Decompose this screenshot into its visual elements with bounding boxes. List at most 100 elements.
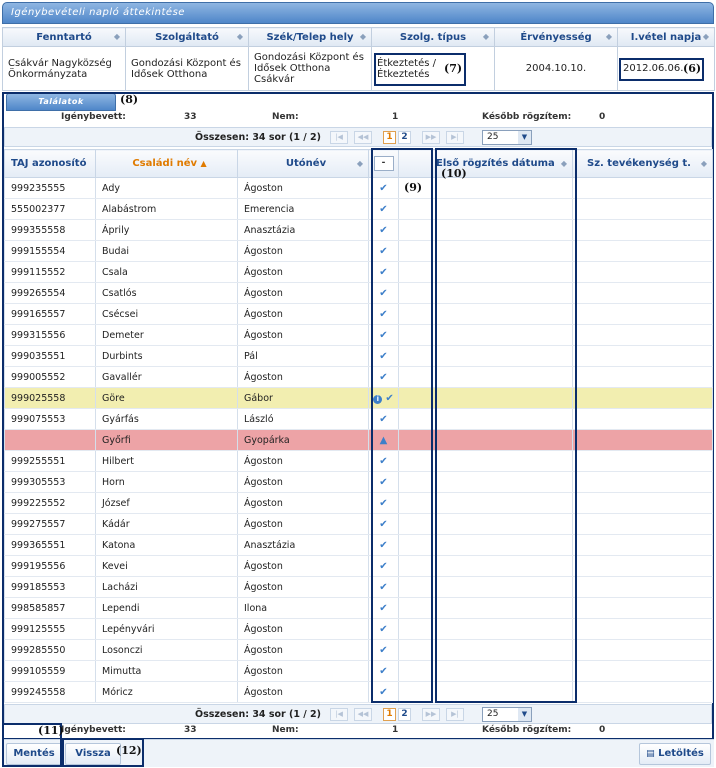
table-row[interactable]: 999355558 Áprily Anasztázia ✔ — [4, 219, 713, 241]
page-1-button[interactable]: 1 — [383, 131, 396, 144]
column-utonev[interactable]: Utónév ◆ — [237, 149, 369, 178]
taj-cell: 999275557 — [4, 513, 96, 535]
check-icon: ✔ — [379, 287, 388, 299]
sz-tevekenyseg-cell — [572, 177, 713, 199]
utonev-cell: Ágoston — [237, 282, 369, 304]
annotation-box-6 — [619, 58, 704, 81]
back-button[interactable]: Vissza — [65, 743, 121, 765]
button-bar: Mentés Vissza ▤ Letöltés — [2, 739, 714, 767]
nem-label: Nem: — [272, 725, 299, 735]
next-page-button[interactable]: ▶▶ — [422, 131, 440, 144]
check-icon: ✔ — [379, 203, 388, 215]
column-sz-tevekenyseg[interactable]: Sz. tevékenység t. ◆ — [572, 149, 713, 178]
table-row[interactable]: 999235555 Ady Ágoston ✔ — [4, 177, 713, 199]
header-col-szolg-tipus[interactable]: Szolg. típus ◆ — [371, 27, 495, 47]
utonev-cell: Ágoston — [237, 681, 369, 703]
utonev-cell: László — [237, 408, 369, 430]
utonev-cell: Ágoston — [237, 240, 369, 262]
table-row[interactable]: 999365551 Katona Anasztázia ✔ — [4, 534, 713, 556]
table-row[interactable]: 999165557 Csécsei Ágoston ✔ — [4, 303, 713, 325]
table-row[interactable]: 999185553 Lacházi Ágoston ✔ — [4, 576, 713, 598]
csaladi-nev-cell: Gyárfás — [95, 408, 238, 430]
table-row[interactable]: 999125555 Lepényvári Ágoston ✔ — [4, 618, 713, 640]
sz-tevekenyseg-cell — [572, 219, 713, 241]
table-row[interactable]: 999265554 Csatlós Ágoston ✔ — [4, 282, 713, 304]
table-row[interactable]: 999195556 Kevei Ágoston ✔ — [4, 555, 713, 577]
check-icon: ✔ — [379, 476, 388, 488]
table-row[interactable]: 999275557 Kádár Ágoston ✔ — [4, 513, 713, 535]
table-row[interactable]: 999245558 Móricz Ágoston ✔ — [4, 681, 713, 703]
sz-tevekenyseg-cell — [572, 303, 713, 325]
kesobb-label: Később rögzítem: — [482, 112, 572, 122]
chevron-down-icon: ▼ — [518, 131, 531, 144]
annotation-label-10: (10) — [441, 167, 467, 180]
taj-cell: 998585857 — [4, 597, 96, 619]
check-icon: ✔ — [379, 182, 388, 194]
page-size-select[interactable]: 25 ▼ — [482, 707, 532, 722]
table-row[interactable]: 999285550 Losonczi Ágoston ✔ — [4, 639, 713, 661]
page-size-select[interactable]: 25 ▼ — [482, 130, 532, 145]
taj-cell: 999115552 — [4, 261, 96, 283]
sz-tevekenyseg-cell — [572, 387, 713, 409]
column-blank — [398, 149, 432, 178]
header-col-telephely[interactable]: Szék/Telep hely ◆ — [248, 27, 372, 47]
pager-summary: Összesen: 34 sor (1 / 2) — [195, 709, 322, 720]
table-row[interactable]: 999255551 Hilbert Ágoston ✔ — [4, 450, 713, 472]
table-row[interactable]: 555002377 Alabástrom Emerencia ✔ — [4, 198, 713, 220]
table-row[interactable]: 999005552 Gavallér Ágoston ✔ — [4, 366, 713, 388]
igenybevett-value: 33 — [184, 725, 197, 735]
table-row[interactable]: 999035551 Durbints Pál ✔ — [4, 345, 713, 367]
csaladi-nev-cell: Hilbert — [95, 450, 238, 472]
header-col-ivetel-napja[interactable]: I.vétel napja ◆ — [617, 27, 715, 47]
stats-top: Igénybevett: 33 Nem: 1 Később rögzítem: … — [4, 111, 712, 125]
header-info-table: Fenntartó ◆ Szolgáltató ◆ Szék/Telep hely ◆… — [2, 27, 715, 91]
prev-page-button[interactable]: ◀◀ — [354, 708, 372, 721]
header-col-fenntarto[interactable]: Fenntartó ◆ — [2, 27, 126, 47]
last-page-button[interactable]: ▶| — [446, 708, 464, 721]
table-row[interactable]: 999315556 Demeter Ágoston ✔ — [4, 324, 713, 346]
utonev-cell: Gyopárka — [237, 429, 369, 451]
sz-tevekenyseg-cell — [572, 681, 713, 703]
next-page-button[interactable]: ▶▶ — [422, 708, 440, 721]
utonev-cell: Ágoston — [237, 303, 369, 325]
table-row[interactable]: Győrfi Gyopárka ▲ — [4, 429, 713, 451]
csaladi-nev-cell: Lacházi — [95, 576, 238, 598]
table-row[interactable]: 999155554 Budai Ágoston ✔ — [4, 240, 713, 262]
pager-top: Összesen: 34 sor (1 / 2) |◀ ◀◀ 1 2 ▶▶ ▶|… — [4, 127, 712, 147]
table-row[interactable]: 999025558 Göre Gábor i ✔ — [4, 387, 713, 409]
nem-value: 1 — [392, 725, 399, 735]
download-button[interactable]: ▤ Letöltés — [639, 743, 711, 765]
header-col-szolgaltato[interactable]: Szolgáltató ◆ — [125, 27, 249, 47]
taj-cell: 999125555 — [4, 618, 96, 640]
column-taj[interactable]: TAJ azonosító — [4, 149, 96, 178]
page-2-button[interactable]: 2 — [398, 131, 411, 144]
csaladi-nev-cell: Horn — [95, 471, 238, 493]
table-row[interactable]: 999115552 Csala Ágoston ✔ — [4, 261, 713, 283]
column-csaladi-nev[interactable]: Családi név ▲ — [95, 149, 238, 178]
utonev-cell: Ágoston — [237, 492, 369, 514]
column-status[interactable]: - — [368, 149, 399, 178]
header-col-ervenyesseg[interactable]: Érvényesség ◆ — [494, 27, 618, 47]
table-row[interactable]: 999225552 József Ágoston ✔ — [4, 492, 713, 514]
taj-cell: 999255551 — [4, 450, 96, 472]
table-row[interactable]: 999105559 Mimutta Ágoston ✔ — [4, 660, 713, 682]
page-1-button[interactable]: 1 — [383, 708, 396, 721]
download-icon: ▤ — [646, 749, 655, 759]
first-page-button[interactable]: |◀ — [330, 131, 348, 144]
prev-page-button[interactable]: ◀◀ — [354, 131, 372, 144]
last-page-button[interactable]: ▶| — [446, 131, 464, 144]
sz-tevekenyseg-cell — [572, 555, 713, 577]
page-2-button[interactable]: 2 — [398, 708, 411, 721]
first-page-button[interactable]: |◀ — [330, 708, 348, 721]
annotation-box-7 — [374, 53, 466, 86]
table-row[interactable]: 998585857 Lependi Ilona ✔ — [4, 597, 713, 619]
csaladi-nev-cell: Göre — [95, 387, 238, 409]
table-row[interactable]: 999305553 Horn Ágoston ✔ — [4, 471, 713, 493]
table-row[interactable]: 999075553 Gyárfás László ✔ — [4, 408, 713, 430]
page-title: Igénybevételi napló áttekintése — [2, 2, 714, 24]
utonev-cell: Pál — [237, 345, 369, 367]
column-elso-rogzites[interactable]: Első rögzítés dátuma ◆ — [431, 149, 573, 178]
check-icon: ✔ — [379, 266, 388, 278]
taj-cell: 999315556 — [4, 324, 96, 346]
utonev-cell: Ágoston — [237, 177, 369, 199]
